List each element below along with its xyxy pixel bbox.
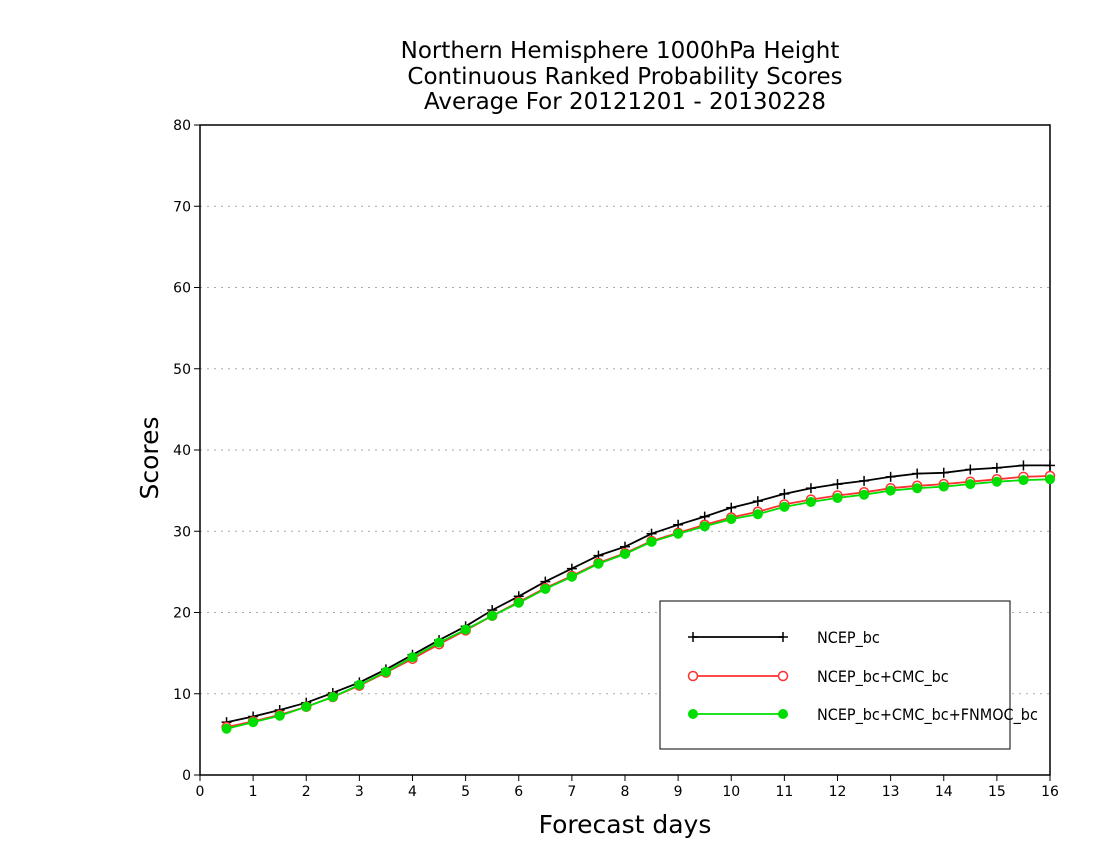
data-point xyxy=(912,483,923,494)
data-point xyxy=(380,666,391,677)
data-point xyxy=(301,701,312,712)
data-point xyxy=(859,475,870,486)
x-tick-label: 10 xyxy=(722,784,740,800)
legend-marker xyxy=(777,670,789,682)
data-point xyxy=(221,723,232,734)
series-layer xyxy=(221,460,1056,734)
legend-entry-3: NCEP_bc+CMC_bc+FNMOC_bc xyxy=(688,705,1038,725)
x-tick-label: 8 xyxy=(621,784,630,800)
data-point xyxy=(1045,460,1055,471)
legend-marker xyxy=(778,709,788,719)
x-tick-label: 5 xyxy=(461,784,470,800)
data-point xyxy=(699,521,710,532)
data-point xyxy=(832,479,843,490)
data-point xyxy=(1045,474,1055,485)
y-tick-label: 50 xyxy=(173,362,191,378)
x-tick-label: 1 xyxy=(249,784,258,800)
legend-label: NCEP_bc xyxy=(817,628,880,648)
data-point xyxy=(938,481,949,492)
data-point xyxy=(646,536,657,547)
x-tick-label: 2 xyxy=(302,784,311,800)
data-point xyxy=(991,462,1002,473)
legend-box xyxy=(659,600,1011,750)
legend-marker xyxy=(687,670,699,682)
x-tick-label: 7 xyxy=(567,784,576,800)
y-tick-label: 10 xyxy=(173,687,191,703)
legend-label: NCEP_bc+CMC_bc+FNMOC_bc xyxy=(817,705,1038,725)
legend-marker xyxy=(688,709,698,719)
data-point xyxy=(859,489,870,500)
data-point xyxy=(779,501,790,512)
y-tick-label: 30 xyxy=(173,524,191,540)
data-point xyxy=(248,717,259,728)
data-point xyxy=(487,610,498,621)
data-point xyxy=(540,583,551,594)
data-point xyxy=(965,464,976,475)
legend: NCEP_bc NCEP_bc+CMC_bc NCEP_bc+CMC_bc+FNMO… xyxy=(659,600,1038,750)
data-point xyxy=(991,476,1002,487)
x-tick-label: 0 xyxy=(196,784,205,800)
y-axis-label: Scores xyxy=(135,416,164,499)
legend-marker xyxy=(778,632,788,642)
data-point xyxy=(407,652,418,663)
data-point xyxy=(885,485,896,496)
data-point xyxy=(460,624,471,635)
data-point xyxy=(620,549,630,559)
data-point xyxy=(752,509,763,520)
title-line-2: Continuous Ranked Probability Scores xyxy=(407,64,842,90)
x-axis-ticks: 0 1 2 3 4 5 6 7 8 9 10 11 12 13 14 15 16 xyxy=(196,775,1059,800)
data-point xyxy=(805,483,816,494)
legend-label: NCEP_bc+CMC_bc xyxy=(817,667,949,687)
data-point xyxy=(593,558,604,569)
x-tick-label: 9 xyxy=(674,784,683,800)
y-tick-label: 20 xyxy=(173,606,191,622)
data-point xyxy=(513,597,524,608)
data-point xyxy=(912,468,923,479)
x-tick-label: 16 xyxy=(1041,784,1059,800)
x-tick-label: 14 xyxy=(935,784,953,800)
y-tick-label: 80 xyxy=(173,118,191,134)
y-tick-label: 70 xyxy=(173,199,191,215)
data-point xyxy=(965,479,976,490)
data-point xyxy=(779,488,790,499)
x-tick-label: 6 xyxy=(514,784,523,800)
y-tick-label: 0 xyxy=(182,768,191,784)
data-point xyxy=(832,492,843,503)
legend-entry-1: NCEP_bc xyxy=(688,628,880,648)
data-point xyxy=(1018,460,1029,471)
y-axis-ticks: 0 10 20 30 40 50 60 70 80 xyxy=(173,118,200,784)
x-tick-label: 13 xyxy=(882,784,900,800)
legend-entry-2: NCEP_bc+CMC_bc xyxy=(687,667,949,687)
data-point xyxy=(566,571,577,582)
x-axis-label: Forecast days xyxy=(539,810,712,839)
series-3 xyxy=(221,474,1055,734)
data-point xyxy=(885,471,896,482)
data-point xyxy=(434,637,445,648)
chart-title: Northern Hemisphere 1000hPa Height Conti… xyxy=(401,38,843,115)
x-tick-label: 15 xyxy=(988,784,1006,800)
data-point xyxy=(673,528,684,539)
data-point xyxy=(938,467,949,478)
data-point xyxy=(274,710,285,721)
y-tick-label: 40 xyxy=(173,443,191,459)
data-point xyxy=(752,496,763,507)
x-tick-label: 11 xyxy=(775,784,793,800)
data-point xyxy=(1018,475,1029,486)
x-tick-label: 12 xyxy=(829,784,847,800)
title-line-3: Average For 20121201 - 20130228 xyxy=(424,89,826,115)
data-point xyxy=(726,514,737,525)
data-point xyxy=(354,679,365,690)
data-point xyxy=(805,497,816,507)
y-tick-label: 60 xyxy=(173,281,191,297)
legend-marker xyxy=(688,632,698,642)
data-point xyxy=(726,502,737,513)
x-tick-label: 4 xyxy=(408,784,417,800)
x-tick-label: 3 xyxy=(355,784,364,800)
title-line-1: Northern Hemisphere 1000hPa Height xyxy=(401,38,840,64)
data-point xyxy=(327,692,338,702)
